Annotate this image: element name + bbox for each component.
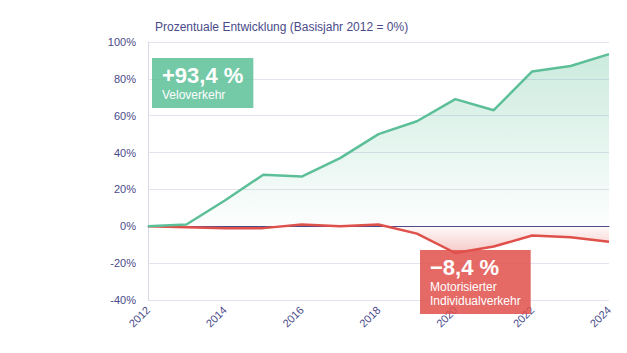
svg-text:-40%: -40% bbox=[110, 294, 136, 306]
svg-text:40%: 40% bbox=[114, 147, 136, 159]
svg-text:-20%: -20% bbox=[110, 257, 136, 269]
svg-text:Veloverkehr: Veloverkehr bbox=[162, 88, 225, 102]
svg-text:Individualverkehr: Individualverkehr bbox=[430, 294, 521, 308]
svg-text:2016: 2016 bbox=[280, 304, 306, 330]
svg-text:100%: 100% bbox=[108, 36, 136, 48]
svg-text:2014: 2014 bbox=[203, 304, 229, 330]
svg-text:Prozentuale Entwicklung (Basis: Prozentuale Entwicklung (Basisjahr 2012 … bbox=[155, 20, 408, 34]
svg-text:80%: 80% bbox=[114, 73, 136, 85]
svg-text:Motorisierter: Motorisierter bbox=[430, 280, 497, 294]
svg-text:2024: 2024 bbox=[587, 304, 613, 330]
svg-text:0%: 0% bbox=[120, 220, 136, 232]
svg-text:60%: 60% bbox=[114, 110, 136, 122]
svg-text:2018: 2018 bbox=[357, 304, 383, 330]
svg-text:20%: 20% bbox=[114, 183, 136, 195]
svg-text:2020: 2020 bbox=[433, 303, 460, 330]
svg-text:2022: 2022 bbox=[510, 303, 537, 330]
svg-text:2012: 2012 bbox=[126, 304, 152, 330]
svg-text:−8,4 %: −8,4 % bbox=[430, 255, 499, 280]
svg-text:+93,4 %: +93,4 % bbox=[162, 63, 243, 88]
